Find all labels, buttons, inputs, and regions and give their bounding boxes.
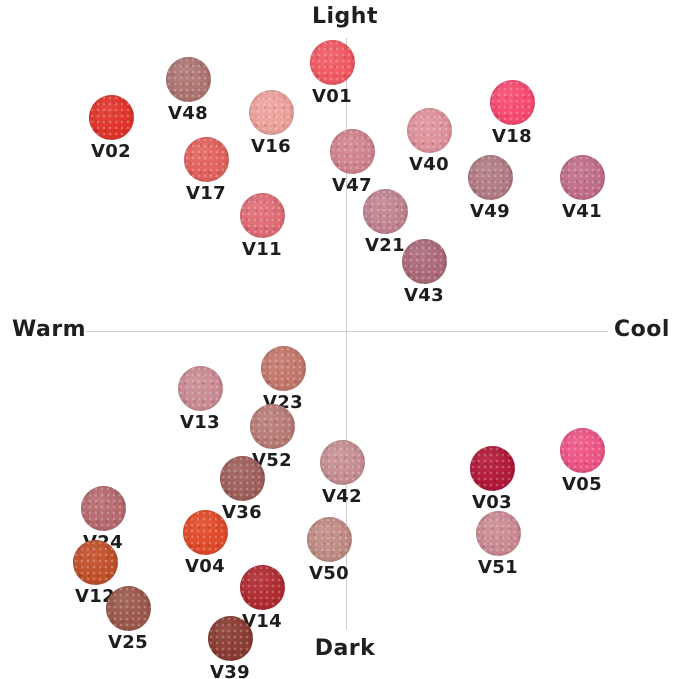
color-dot-V01 [309,39,355,85]
swatch-label-V43: V43 [404,284,444,306]
color-dot-V47 [329,128,375,174]
horizontal-axis-line [86,331,608,332]
swatch-V40: V40 [406,107,452,174]
swatch-V47: V47 [329,128,375,195]
swatch-label-V49: V49 [470,200,510,222]
color-dot-V40 [406,107,452,153]
swatch-label-V42: V42 [322,485,362,507]
axis-label-dark: Dark [314,636,376,661]
swatch-V24: V24 [80,485,126,552]
swatch-label-V04: V04 [185,555,225,577]
color-dot-V25 [105,585,151,631]
swatch-label-V12: V12 [75,585,115,607]
color-dot-V50 [306,516,352,562]
swatch-label-V50: V50 [309,562,349,584]
swatch-V23: V23 [260,345,306,412]
swatch-V13: V13 [177,365,223,432]
swatch-V41: V41 [559,154,605,221]
color-dot-V39 [207,615,253,661]
swatch-V02: V02 [88,94,134,161]
color-dot-V23 [260,345,306,391]
color-dot-V41 [559,154,605,200]
swatch-label-V52: V52 [252,449,292,471]
swatch-V17: V17 [183,136,229,203]
swatch-V04: V04 [182,509,228,576]
swatch-label-V03: V03 [472,491,512,513]
swatch-label-V17: V17 [186,182,226,204]
swatch-label-V40: V40 [409,153,449,175]
swatch-label-V51: V51 [478,556,518,578]
swatch-label-V47: V47 [332,174,372,196]
color-dot-V04 [182,509,228,555]
color-dot-V16 [248,89,294,135]
swatch-label-V48: V48 [168,102,208,124]
vertical-axis-line [346,38,347,630]
swatch-V21: V21 [362,188,408,255]
color-dot-V13 [177,365,223,411]
swatch-label-V16: V16 [251,135,291,157]
swatch-V49: V49 [467,154,513,221]
swatch-V48: V48 [165,56,211,123]
swatch-V42: V42 [319,439,365,506]
swatch-V50: V50 [306,516,352,583]
swatch-label-V02: V02 [91,140,131,162]
color-dot-V42 [319,439,365,485]
color-dot-V14 [239,564,285,610]
color-dot-V24 [80,485,126,531]
swatch-label-V01: V01 [312,85,352,107]
swatch-V18: V18 [489,79,535,146]
swatch-label-V39: V39 [210,661,250,679]
swatch-label-V36: V36 [222,501,262,523]
swatch-V36: V36 [219,455,265,522]
axis-label-warm: Warm [12,317,87,342]
color-dot-V05 [559,427,605,473]
swatch-V12: V12 [72,539,118,606]
axis-label-cool: Cool [614,317,670,342]
color-dot-V43 [401,238,447,284]
swatch-label-V21: V21 [365,234,405,256]
color-dot-V52 [249,403,295,449]
swatch-label-V11: V11 [242,238,282,260]
swatch-V03: V03 [469,445,515,512]
color-dot-V02 [88,94,134,140]
swatch-label-V05: V05 [562,473,602,495]
color-dot-V18 [489,79,535,125]
swatch-label-V13: V13 [180,411,220,433]
swatch-label-V41: V41 [562,200,602,222]
swatch-label-V25: V25 [108,631,148,653]
color-dot-V17 [183,136,229,182]
swatch-V43: V43 [401,238,447,305]
color-dot-V11 [239,192,285,238]
color-dot-V03 [469,445,515,491]
axis-label-light: Light [312,4,378,29]
swatch-V16: V16 [248,89,294,156]
color-dot-V48 [165,56,211,102]
swatch-V52: V52 [249,403,295,470]
swatch-V14: V14 [239,564,285,631]
swatch-V05: V05 [559,427,605,494]
swatch-V11: V11 [239,192,285,259]
swatch-V51: V51 [475,510,521,577]
swatch-V39: V39 [207,615,253,679]
color-dot-V21 [362,188,408,234]
swatch-label-V18: V18 [492,125,532,147]
swatch-V25: V25 [105,585,151,652]
swatch-V01: V01 [309,39,355,106]
color-dot-V36 [219,455,265,501]
color-dot-V51 [475,510,521,556]
swatch-label-V14: V14 [242,610,282,632]
color-dot-V49 [467,154,513,200]
color-dot-V12 [72,539,118,585]
